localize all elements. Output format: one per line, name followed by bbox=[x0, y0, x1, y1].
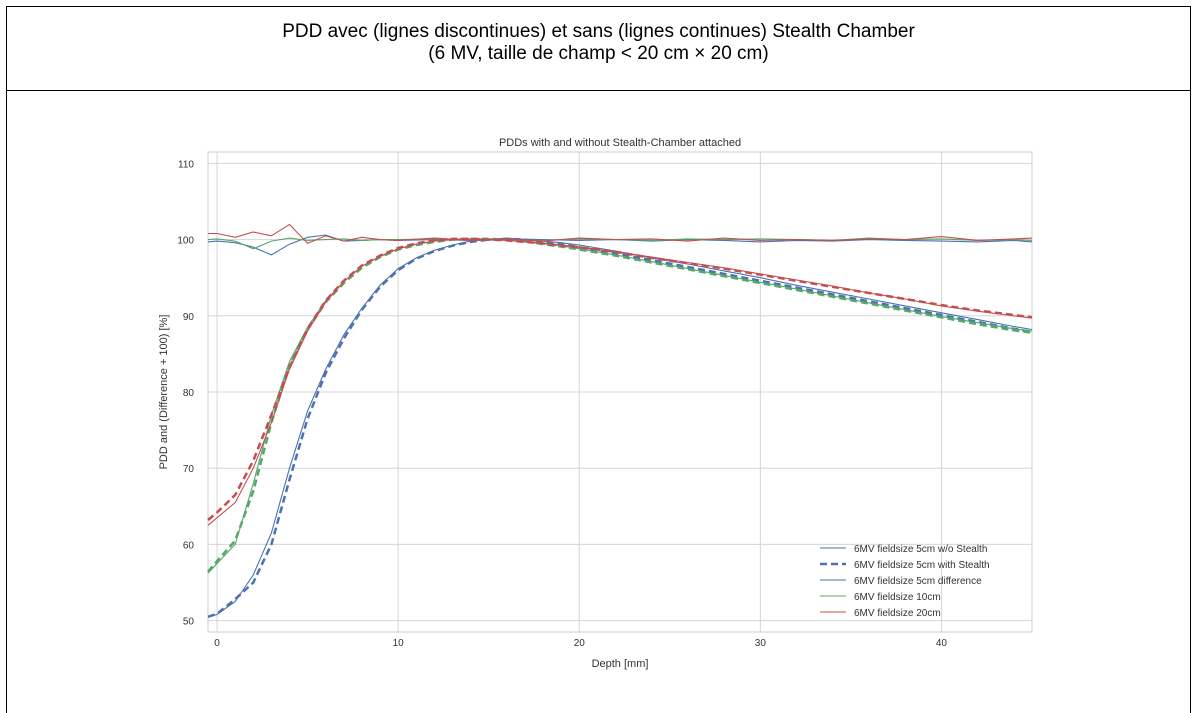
y-tick-label: 70 bbox=[183, 464, 195, 475]
x-axis-label: Depth [mm] bbox=[592, 658, 649, 670]
legend: 6MV fieldsize 5cm w/o Stealth 6MV fieldsi… bbox=[820, 544, 990, 619]
legend-label: 6MV fieldsize 20cm bbox=[854, 608, 941, 619]
x-tick-label: 20 bbox=[574, 638, 586, 649]
grid bbox=[208, 152, 1032, 632]
figure-caption: PDD avec (lignes discontinues) et sans (… bbox=[7, 7, 1190, 91]
y-tick-label: 80 bbox=[183, 388, 195, 399]
x-tick-label: 10 bbox=[393, 638, 405, 649]
figure-frame: PDD avec (lignes discontinues) et sans (… bbox=[6, 6, 1191, 713]
chart-title: PDDs with and without Stealth-Chamber at… bbox=[499, 137, 741, 149]
y-tick-labels: 50 60 70 80 90 100 110 bbox=[177, 159, 194, 627]
caption-line-1: PDD avec (lignes discontinues) et sans (… bbox=[282, 21, 915, 42]
x-tick-label: 30 bbox=[755, 638, 767, 649]
x-tick-label: 40 bbox=[936, 638, 948, 649]
series-line-2 bbox=[207, 234, 1033, 256]
legend-label: 6MV fieldsize 5cm w/o Stealth bbox=[854, 544, 987, 555]
legend-label: 6MV fieldsize 5cm difference bbox=[854, 576, 982, 587]
series-lines bbox=[207, 223, 1033, 618]
y-axis-label: PDD and (Difference + 100) [%] bbox=[158, 315, 170, 470]
x-tick-label: 0 bbox=[214, 638, 220, 649]
series-line-7 bbox=[207, 237, 1033, 521]
legend-label: 6MV fieldsize 10cm bbox=[854, 592, 941, 603]
x-tick-labels: 0 10 20 30 40 bbox=[214, 638, 947, 649]
legend-label: 6MV fieldsize 5cm with Stealth bbox=[854, 560, 990, 571]
y-tick-label: 60 bbox=[183, 540, 195, 551]
y-tick-label: 90 bbox=[183, 312, 195, 323]
y-tick-label: 100 bbox=[177, 236, 194, 247]
series-line-8 bbox=[208, 223, 1033, 245]
y-tick-label: 50 bbox=[183, 617, 195, 628]
y-tick-label: 110 bbox=[178, 159, 194, 170]
caption-line-2: (6 MV, taille de champ < 20 cm × 20 cm) bbox=[428, 43, 769, 64]
